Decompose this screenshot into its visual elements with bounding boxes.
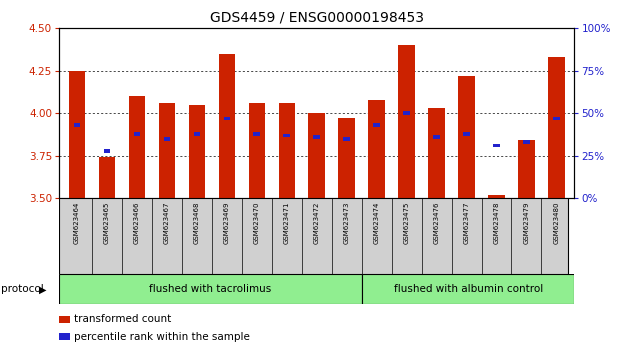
Text: GSM623479: GSM623479 [524, 201, 530, 244]
Text: flushed with albumin control: flushed with albumin control [394, 284, 543, 295]
Text: ▶: ▶ [39, 284, 46, 295]
Text: GSM623473: GSM623473 [343, 201, 350, 244]
Bar [219, 54, 235, 198]
Text: GSM623474: GSM623474 [374, 201, 379, 244]
Bar [309, 113, 325, 198]
Text: percentile rank within the sample: percentile rank within the sample [74, 332, 250, 342]
Text: GSM623469: GSM623469 [224, 201, 230, 244]
Bar [189, 105, 205, 198]
Bar [104, 149, 111, 153]
Bar [373, 123, 380, 127]
Bar [493, 144, 500, 147]
Text: GSM623476: GSM623476 [433, 201, 440, 244]
Bar [283, 133, 290, 137]
Bar [523, 140, 530, 144]
Text: GSM623468: GSM623468 [194, 201, 200, 244]
Bar [458, 76, 475, 198]
Text: GSM623466: GSM623466 [134, 201, 140, 244]
Text: GSM623480: GSM623480 [553, 201, 560, 244]
Bar [59, 315, 70, 322]
Bar [338, 118, 355, 198]
Bar [362, 274, 574, 304]
Bar [519, 141, 535, 198]
Text: GSM623471: GSM623471 [284, 201, 290, 244]
Bar [403, 112, 410, 115]
Text: GSM623467: GSM623467 [164, 201, 170, 244]
Bar [314, 135, 320, 139]
Bar [194, 132, 200, 136]
Bar [163, 137, 170, 141]
Text: GDS4459 / ENSG00000198453: GDS4459 / ENSG00000198453 [210, 11, 424, 25]
Bar [248, 103, 265, 198]
Bar [74, 123, 80, 127]
Text: GSM623465: GSM623465 [104, 201, 110, 244]
Bar [553, 116, 560, 120]
Bar [99, 158, 115, 198]
Text: transformed count: transformed count [74, 314, 171, 324]
Bar [343, 137, 350, 141]
Text: flushed with tacrolimus: flushed with tacrolimus [150, 284, 272, 295]
Bar [488, 195, 505, 198]
Text: GSM623477: GSM623477 [463, 201, 469, 244]
Text: protocol: protocol [1, 284, 44, 295]
Bar [433, 135, 440, 139]
Bar [368, 100, 385, 198]
Bar [398, 45, 415, 198]
Text: GSM623472: GSM623472 [314, 201, 320, 244]
Bar [224, 116, 230, 120]
Bar [59, 333, 70, 341]
Text: GSM623478: GSM623478 [494, 201, 499, 244]
Bar [253, 132, 260, 136]
Bar [278, 103, 295, 198]
Bar [158, 103, 175, 198]
Bar [463, 132, 470, 136]
Bar [69, 71, 85, 198]
Bar [548, 57, 564, 198]
Bar [59, 274, 362, 304]
Bar [134, 132, 140, 136]
Bar [428, 108, 445, 198]
Text: GSM623470: GSM623470 [254, 201, 260, 244]
Text: GSM623475: GSM623475 [404, 201, 410, 244]
Text: GSM623464: GSM623464 [74, 201, 80, 244]
Bar [129, 96, 145, 198]
